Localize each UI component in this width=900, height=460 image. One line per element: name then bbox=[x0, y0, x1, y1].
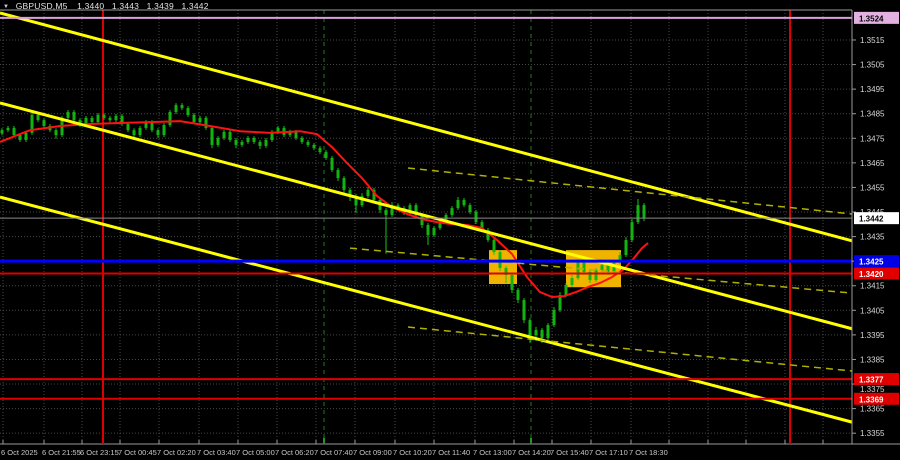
quote-open: 1.3440 bbox=[77, 1, 105, 11]
price-badge-text: 1.3420 bbox=[859, 270, 884, 279]
price-tick-label: 1.3385 bbox=[860, 355, 885, 364]
time-tick-label: 7 Oct 02:20 bbox=[157, 448, 196, 457]
price-badge-text: 1.3442 bbox=[859, 215, 884, 224]
time-tick-label: 7 Oct 15:40 bbox=[550, 448, 589, 457]
price-tick-label: 1.3435 bbox=[860, 233, 885, 242]
price-tick-label: 1.3485 bbox=[860, 110, 885, 119]
time-tick-label: 7 Oct 18:30 bbox=[629, 448, 668, 457]
time-tick-label: 7 Oct 07:40 bbox=[314, 448, 353, 457]
chart-plot-area[interactable] bbox=[0, 10, 852, 444]
channel-line-middle[interactable] bbox=[0, 101, 853, 331]
time-tick-label: 7 Oct 03:40 bbox=[197, 448, 236, 457]
time-tick-label: 6 Oct 23:15 bbox=[80, 448, 119, 457]
price-badge-1.3377 bbox=[854, 373, 899, 386]
dashed-trendline-middle[interactable] bbox=[349, 247, 853, 294]
time-tick-label: 7 Oct 11:40 bbox=[432, 448, 470, 457]
price-tick-label: 1.3505 bbox=[860, 61, 885, 70]
price-badge-1.3420 bbox=[854, 267, 899, 280]
time-tick-label: 7 Oct 14:20 bbox=[512, 448, 551, 457]
dashed-trendline-lower[interactable] bbox=[407, 326, 853, 372]
time-tick-label: 7 Oct 17:10 bbox=[589, 448, 628, 457]
price-badge-text: 1.3425 bbox=[859, 258, 884, 267]
price-badge-1.3442 bbox=[854, 212, 899, 225]
dashed-trendline-upper[interactable] bbox=[407, 167, 853, 215]
time-tick-label: 6 Oct 21:55 bbox=[42, 448, 81, 457]
channel-line-lower[interactable] bbox=[0, 195, 853, 424]
price-badge-text: 1.3524 bbox=[859, 14, 884, 23]
quote-bid: 1.3442 bbox=[181, 1, 209, 11]
time-tick-label: 7 Oct 13:00 bbox=[473, 448, 512, 457]
price-badge-1.3524 bbox=[854, 11, 899, 24]
price-tick-label: 1.3355 bbox=[860, 429, 885, 438]
price-tick-label: 1.3415 bbox=[860, 282, 885, 291]
price-tick-label: 1.3465 bbox=[860, 159, 885, 168]
price-tick-label: 1.3475 bbox=[860, 134, 885, 143]
time-tick-label: 7 Oct 06:20 bbox=[275, 448, 314, 457]
price-tick-label: 1.3395 bbox=[860, 331, 885, 340]
candlesticks bbox=[0, 103, 646, 343]
price-tick-label: 1.3405 bbox=[860, 306, 885, 315]
chart-frame bbox=[0, 9, 900, 445]
grid bbox=[0, 10, 852, 444]
time-tick-label: 7 Oct 09:00 bbox=[353, 448, 392, 457]
price-badge-1.3425 bbox=[854, 255, 899, 268]
price-badge-1.3369 bbox=[854, 392, 899, 405]
time-axis[interactable]: 6 Oct 2025 6 Oct 21:55 6 Oct 23:15 7 Oct 00… bbox=[1, 438, 824, 457]
time-tick-label: 6 Oct 2025 bbox=[1, 448, 38, 457]
price-tick-label: 1.3455 bbox=[860, 183, 885, 192]
dropdown-icon[interactable]: ▼ bbox=[3, 4, 10, 10]
price-tick-label: 1.3375 bbox=[860, 385, 885, 394]
price-tick-label: 1.3495 bbox=[860, 85, 885, 94]
price-badge-text: 1.3369 bbox=[859, 395, 884, 404]
channel-line-upper[interactable] bbox=[0, 11, 853, 243]
quote-high: 1.3443 bbox=[111, 1, 140, 11]
time-tick-label: 7 Oct 10:20 bbox=[393, 448, 432, 457]
quote-low: 1.3439 bbox=[146, 1, 174, 11]
price-badge-text: 1.3377 bbox=[859, 376, 884, 385]
price-tick-label: 1.3515 bbox=[860, 36, 885, 45]
price-tick-label: 1.3365 bbox=[860, 405, 885, 414]
price-axis[interactable]: 1.3515 1.3505 1.3495 1.3485 1.3475 1.3465 1.34… bbox=[852, 11, 899, 438]
symbol-ohlc-label: ▼ GBPUSD,M5 1.3440 1.3443 1.3439 1.3442 bbox=[3, 1, 214, 11]
time-tick-label: 7 Oct 00:45 bbox=[118, 448, 157, 457]
symbol-period-label: GBPUSD,M5 bbox=[15, 1, 68, 11]
moving-average-line[interactable] bbox=[0, 120, 649, 298]
time-tick-label: 7 Oct 05:00 bbox=[236, 448, 275, 457]
